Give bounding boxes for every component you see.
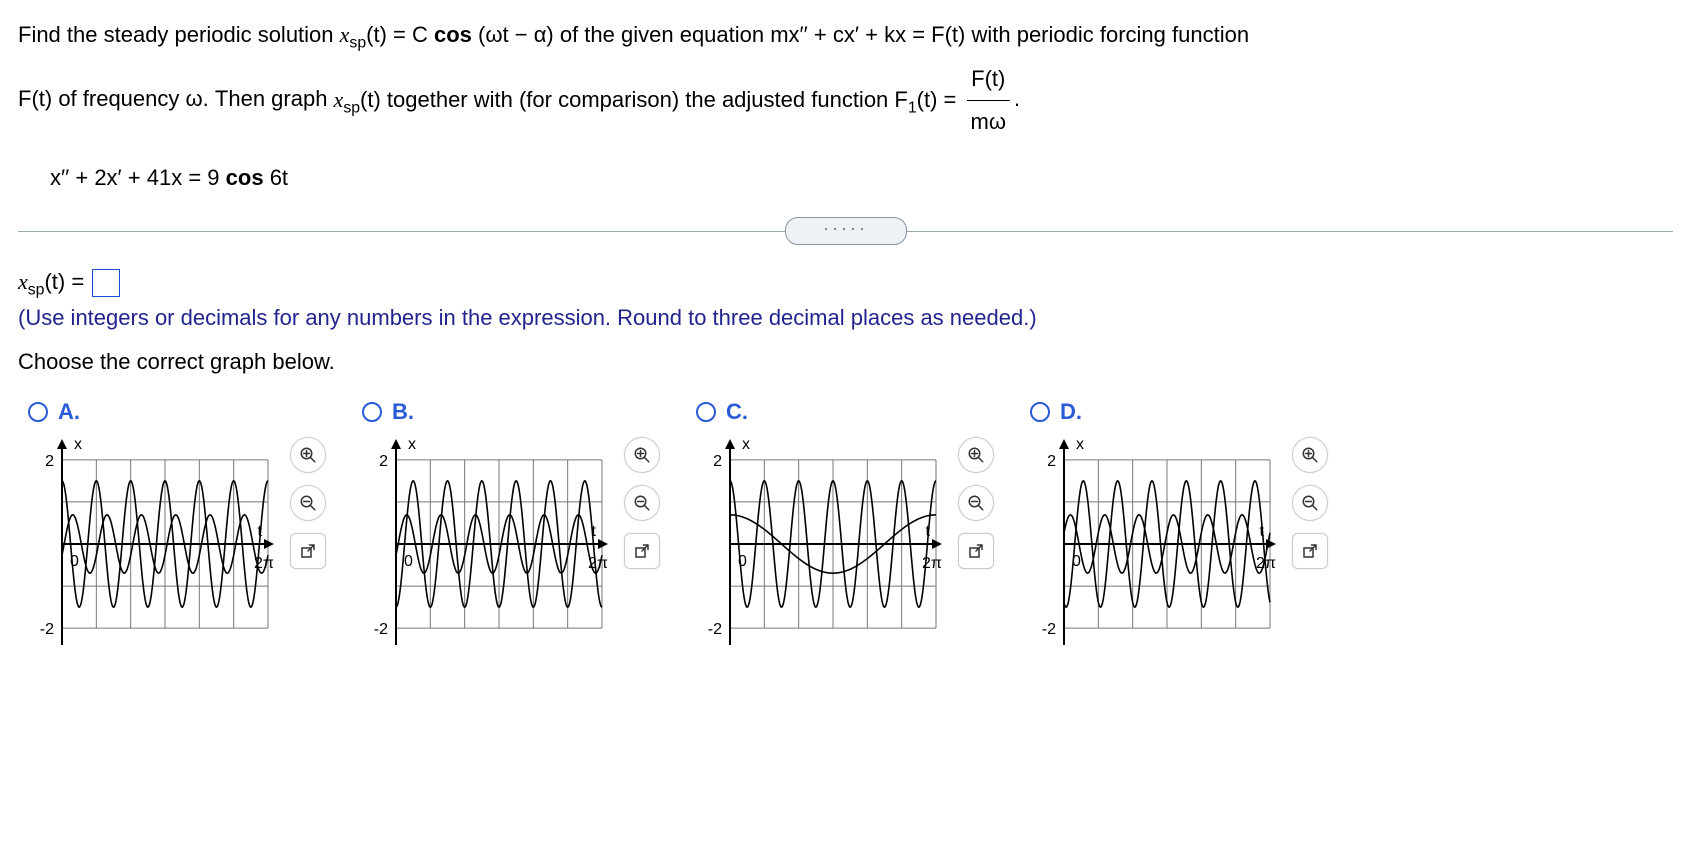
option-D-label: D. bbox=[1060, 399, 1082, 425]
svg-text:-2: -2 bbox=[1042, 622, 1056, 639]
option-A[interactable]: A.2-2xt2π0 bbox=[28, 399, 326, 655]
option-A-radio[interactable] bbox=[28, 402, 48, 422]
var-x: x bbox=[340, 22, 350, 47]
svg-text:x: x bbox=[408, 436, 416, 453]
option-C-label: C. bbox=[726, 399, 748, 425]
zoom-out-button[interactable] bbox=[1292, 485, 1328, 521]
chart: 2-2xt2π0 bbox=[696, 435, 946, 655]
text: (t) = bbox=[44, 269, 90, 294]
option-C-radio[interactable] bbox=[696, 402, 716, 422]
option-D-radio[interactable] bbox=[1030, 402, 1050, 422]
cos: cos bbox=[434, 22, 472, 47]
zoom-out-button[interactable] bbox=[958, 485, 994, 521]
svg-text:0: 0 bbox=[404, 553, 413, 570]
eq-cos: cos bbox=[226, 165, 264, 190]
svg-text:-2: -2 bbox=[374, 622, 388, 639]
answer-input[interactable] bbox=[92, 269, 120, 297]
option-B-radio[interactable] bbox=[362, 402, 382, 422]
problem-statement: Find the steady periodic solution xsp(t)… bbox=[18, 14, 1673, 143]
text: . bbox=[1014, 87, 1020, 112]
popout-icon bbox=[299, 542, 317, 560]
chart: 2-2xt2π0 bbox=[362, 435, 612, 655]
zoom-in-button[interactable] bbox=[1292, 437, 1328, 473]
chart: 2-2xt2π0 bbox=[1030, 435, 1280, 655]
svg-text:-2: -2 bbox=[708, 622, 722, 639]
svg-text:2: 2 bbox=[1047, 453, 1056, 470]
option-B-label: B. bbox=[392, 399, 414, 425]
section-divider: ····· bbox=[18, 217, 1673, 245]
given-equation: x′′ + 2x′ + 41x = 9 cos 6t bbox=[50, 165, 1673, 191]
popout-button[interactable] bbox=[1292, 533, 1328, 569]
zoom-in-button[interactable] bbox=[624, 437, 660, 473]
answer-hint: (Use integers or decimals for any number… bbox=[18, 305, 1673, 331]
svg-text:x: x bbox=[1076, 436, 1084, 453]
text: (t) = C bbox=[366, 22, 434, 47]
svg-text:x: x bbox=[74, 436, 82, 453]
sub-1: 1 bbox=[908, 99, 917, 116]
eq-pre: x′′ + 2x′ + 41x = 9 bbox=[50, 165, 226, 190]
option-B[interactable]: B.2-2xt2π0 bbox=[362, 399, 660, 655]
svg-text:-2: -2 bbox=[40, 622, 54, 639]
popout-button[interactable] bbox=[958, 533, 994, 569]
eq-post: 6t bbox=[264, 165, 288, 190]
zoom-in-icon bbox=[633, 446, 651, 464]
zoom-out-icon bbox=[1301, 494, 1319, 512]
answer-row: xsp(t) = bbox=[18, 269, 1673, 299]
var-x: x bbox=[334, 87, 344, 112]
fraction-denominator: mω bbox=[967, 100, 1011, 143]
sub-sp: sp bbox=[343, 99, 360, 116]
popout-icon bbox=[1301, 542, 1319, 560]
var-x: x bbox=[18, 269, 28, 294]
svg-text:2: 2 bbox=[713, 453, 722, 470]
text: Find the steady periodic solution bbox=[18, 22, 340, 47]
svg-text:2: 2 bbox=[379, 453, 388, 470]
text: (t) = bbox=[917, 87, 963, 112]
zoom-out-icon bbox=[967, 494, 985, 512]
svg-text:2: 2 bbox=[45, 453, 54, 470]
option-D[interactable]: D.2-2xt2π0 bbox=[1030, 399, 1328, 655]
text: (t) together with (for comparison) the a… bbox=[360, 87, 908, 112]
sub-sp: sp bbox=[28, 281, 45, 298]
zoom-in-icon bbox=[967, 446, 985, 464]
zoom-in-icon bbox=[299, 446, 317, 464]
text: F(t) of frequency ω. Then graph bbox=[18, 87, 334, 112]
choose-prompt: Choose the correct graph below. bbox=[18, 349, 1673, 375]
zoom-out-icon bbox=[299, 494, 317, 512]
divider-handle[interactable]: ····· bbox=[785, 217, 907, 245]
zoom-in-icon bbox=[1301, 446, 1319, 464]
zoom-in-button[interactable] bbox=[958, 437, 994, 473]
zoom-out-button[interactable] bbox=[290, 485, 326, 521]
popout-button[interactable] bbox=[290, 533, 326, 569]
sub-sp: sp bbox=[349, 34, 366, 51]
zoom-out-icon bbox=[633, 494, 651, 512]
popout-icon bbox=[967, 542, 985, 560]
fraction: F(t) mω bbox=[967, 58, 1011, 143]
text: (ωt − α) of the given equation mx′′ + cx… bbox=[472, 22, 1249, 47]
chart: 2-2xt2π0 bbox=[28, 435, 278, 655]
zoom-out-button[interactable] bbox=[624, 485, 660, 521]
fraction-numerator: F(t) bbox=[967, 58, 1011, 100]
option-C[interactable]: C.2-2xt2π0 bbox=[696, 399, 994, 655]
popout-icon bbox=[633, 542, 651, 560]
svg-text:x: x bbox=[742, 436, 750, 453]
option-A-label: A. bbox=[58, 399, 80, 425]
zoom-in-button[interactable] bbox=[290, 437, 326, 473]
popout-button[interactable] bbox=[624, 533, 660, 569]
